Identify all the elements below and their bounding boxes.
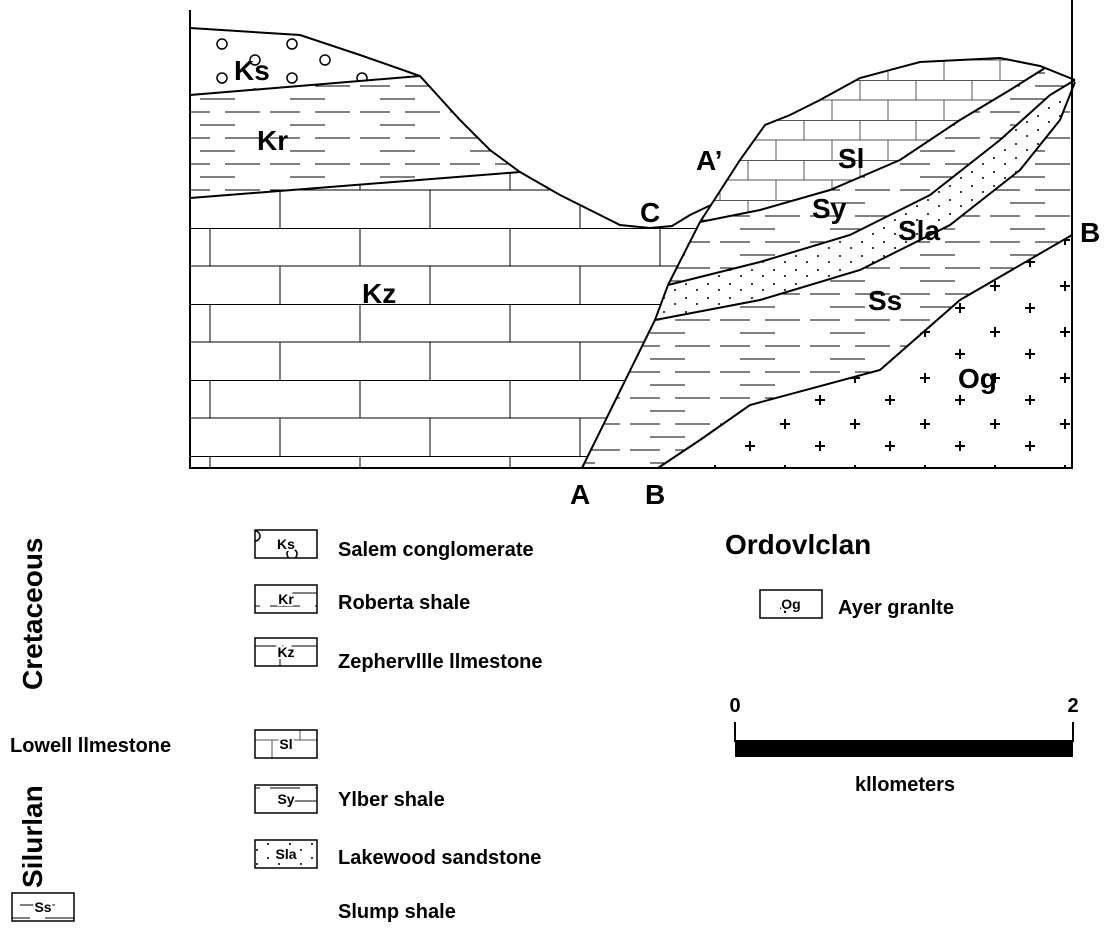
legend-symbol: Sla <box>275 846 296 862</box>
page: {"cross_section": { "unit_labels": ["Ks"… <box>0 0 1105 928</box>
legend-name: Zephervllle llmestone <box>338 651 543 673</box>
point-label: B <box>1080 217 1100 248</box>
legend-name: Lakewood sandstone <box>338 847 541 869</box>
point-label: A <box>570 479 590 510</box>
legend-name: Salem conglomerate <box>338 539 534 561</box>
legend-symbol: Kz <box>277 644 294 660</box>
legend-name: Roberta shale <box>338 592 470 614</box>
period-label: Ordovlclan <box>725 529 871 560</box>
legend-symbol: Ss <box>34 899 51 915</box>
legend-items: Ks Salem conglomerate Kr Roberta shale Kz Zep… <box>10 530 954 923</box>
unit-label: Og <box>958 363 997 394</box>
unit-label: Kz <box>362 278 396 309</box>
point-label: B <box>645 479 665 510</box>
legend-symbol: Sy <box>277 791 294 807</box>
unit-label: Sla <box>898 215 940 246</box>
scale-bar-rect <box>735 740 1073 757</box>
scale-bar: 0 2 kllometers <box>729 695 1078 796</box>
scale-unit: kllometers <box>855 774 955 796</box>
unit-label: Ks <box>234 55 270 86</box>
legend-name: Ayer granlte <box>838 597 954 619</box>
unit-label: Kr <box>257 125 288 156</box>
point-label: C <box>640 197 660 228</box>
unit-label: Sl <box>838 143 864 174</box>
legend: Cretaceous Silurlan Ordovlclan Ks Salem c… <box>10 529 954 923</box>
unit-label: Ss <box>868 285 902 316</box>
point-label: A’ <box>696 145 722 176</box>
legend-name: Lowell llmestone <box>10 735 171 757</box>
scale-tick-label: 2 <box>1067 695 1078 717</box>
period-label: Silurlan <box>17 785 48 888</box>
unit-label: Sy <box>812 193 847 224</box>
section-units <box>190 28 1075 468</box>
scale-tick-label: 0 <box>729 695 740 717</box>
legend-symbol: Og <box>781 596 800 612</box>
legend-symbol: Kr <box>278 591 294 607</box>
period-label: Cretaceous <box>17 537 48 690</box>
legend-name: Ylber shale <box>338 789 445 811</box>
geologic-cross-section: Ks Kr Kz Sl Sy Sla Ss Og C A’ B A B Cret… <box>0 0 1105 928</box>
legend-name: Slump shale <box>338 901 456 923</box>
legend-symbol: Ks <box>277 536 295 552</box>
legend-symbol: Sl <box>279 736 292 752</box>
